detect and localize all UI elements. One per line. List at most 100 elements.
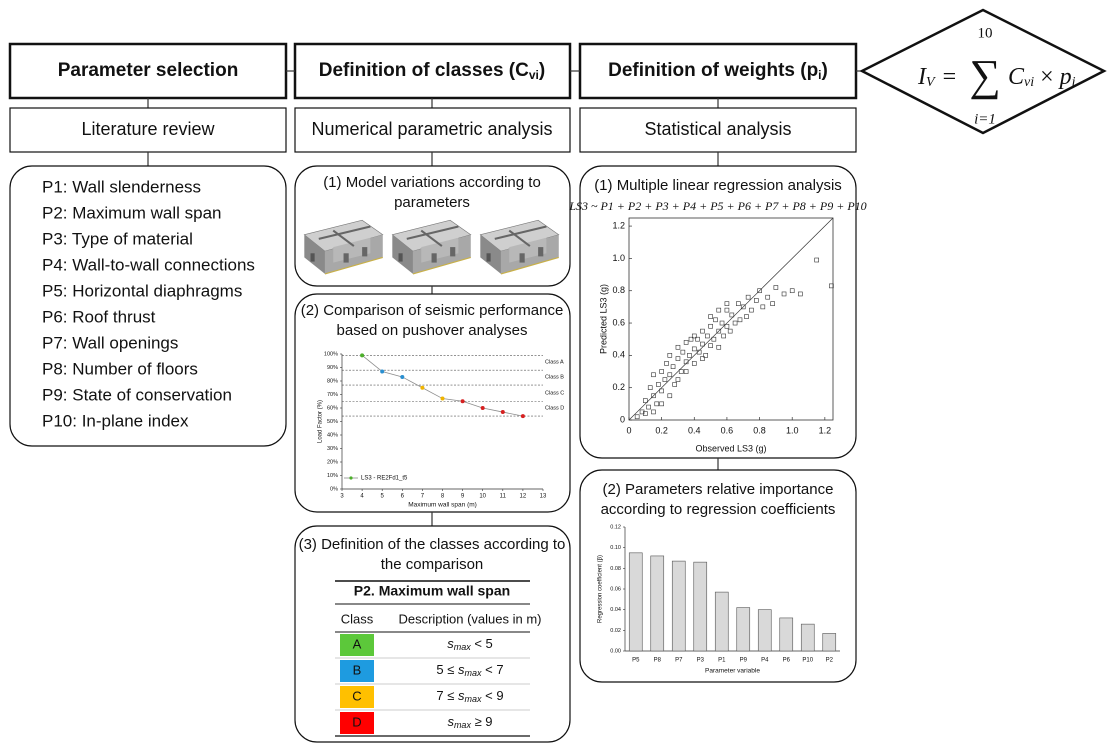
parameter-item: P4: Wall-to-wall connections (42, 255, 255, 274)
f-sub: vi (1024, 75, 1034, 90)
class-label: Class C (545, 391, 564, 397)
data-point (360, 353, 364, 357)
desc-text: < 9 (482, 688, 504, 703)
bar (801, 624, 814, 651)
y-axis-label: Load Factor (%) (318, 400, 324, 443)
legend-label: LS3 - RE2Fd1_t5 (361, 476, 408, 482)
x-tick-label: P1 (718, 658, 726, 664)
y-tick-label: 40% (327, 432, 338, 438)
y-tick-label: 0.8 (612, 285, 625, 295)
desc-text: 7 ≤ (436, 688, 458, 703)
data-point (501, 410, 505, 414)
step-title: (3) Definition of the classes according … (299, 536, 566, 553)
f-sigma: ∑ (969, 51, 1000, 100)
parameter-item: P5: Horizontal diaphragms (42, 281, 242, 300)
data-point (481, 406, 485, 410)
title-sub: vi (529, 68, 539, 82)
title-text: ) (539, 60, 545, 81)
y-tick-label: 0.12 (610, 524, 621, 530)
y-tick-label: 0.04 (610, 607, 621, 613)
x-tick-label: 13 (540, 494, 547, 500)
page: Parameter selection Definition of classe… (0, 0, 1110, 746)
y-tick-label: 0.02 (610, 628, 621, 634)
bar (694, 562, 707, 651)
parameter-item: P1: Wall slenderness (42, 177, 201, 196)
y-tick-label: 30% (327, 446, 338, 452)
data-point (420, 386, 424, 390)
y-tick-label: 10% (327, 473, 338, 479)
header-title: Definition of weights (pi) (608, 60, 828, 82)
parameter-item: P2: Maximum wall span (42, 203, 222, 222)
x-tick-label: P4 (761, 658, 769, 664)
x-tick-label: 0 (626, 425, 631, 435)
parameter-item: P3: Type of material (42, 229, 193, 248)
y-tick-label: 0.2 (612, 382, 625, 392)
f-eq: = (943, 64, 957, 90)
step-title: based on pushover analyses (337, 322, 528, 339)
x-tick-label: 12 (520, 494, 527, 500)
desc-sub: max (465, 668, 483, 678)
step-title: the comparison (381, 556, 484, 573)
bar (651, 556, 664, 651)
bar (715, 592, 728, 651)
parameter-item: P10: In-plane index (42, 411, 189, 430)
x-tick-label: P9 (740, 658, 748, 664)
method-label: Literature review (81, 119, 215, 139)
y-tick-label: 0.00 (610, 648, 621, 654)
desc-sub: max (454, 720, 472, 730)
y-tick-label: 50% (327, 419, 338, 425)
x-tick-label: 0.2 (655, 425, 668, 435)
y-tick-label: 1.0 (612, 253, 625, 263)
f-times: × (1034, 64, 1060, 90)
step-title: (2) Parameters relative importance (603, 481, 834, 498)
header-title: Definition of classes (Cvi) (319, 60, 545, 82)
x-tick-label: P10 (802, 658, 813, 664)
x-tick-label: 0.8 (753, 425, 766, 435)
x-tick-label: 0.6 (721, 425, 734, 435)
x-tick-label: P7 (675, 658, 683, 664)
step-title: (1) Model variations according to (323, 174, 541, 191)
f-sub: V (926, 75, 936, 90)
step-title: (2) Comparison of seismic performance (301, 302, 564, 319)
y-tick-label: 0% (330, 486, 338, 492)
bar (823, 633, 836, 651)
desc-text: < 5 (471, 636, 493, 651)
bar (780, 618, 793, 651)
x-tick-label: P3 (697, 658, 705, 664)
y-tick-label: 0.08 (610, 566, 621, 572)
parameter-item: P6: Roof thrust (42, 307, 156, 326)
y-tick-label: 60% (327, 405, 338, 411)
parameter-item: P9: State of conservation (42, 385, 232, 404)
x-tick-label: 1.0 (786, 425, 799, 435)
x-tick-label: 0.4 (688, 425, 701, 435)
title-text: ) (822, 60, 828, 81)
x-axis-label: Maximum wall span (m) (408, 502, 477, 509)
class-label: Class A (545, 360, 564, 366)
y-tick-label: 100% (324, 351, 338, 357)
header-title: Parameter selection (58, 60, 239, 81)
desc-sub: max (465, 694, 483, 704)
y-tick-label: 0.4 (612, 350, 625, 360)
y-tick-label: 70% (327, 392, 338, 398)
data-point (380, 370, 384, 374)
formula-rhs: Cvi × pi (1008, 64, 1076, 91)
step-title: (1) Multiple linear regression analysis (594, 177, 842, 194)
bar (672, 561, 685, 651)
y-tick-label: 0.10 (610, 545, 621, 551)
data-point (461, 399, 465, 403)
y-tick-label: 90% (327, 365, 338, 371)
x-tick-label: P8 (654, 658, 662, 664)
x-tick-label: 1.2 (819, 425, 832, 435)
class-letter: B (353, 662, 362, 677)
parameter-item: P7: Wall openings (42, 333, 178, 352)
bar (629, 553, 642, 651)
y-tick-label: 1.2 (612, 220, 625, 230)
title-text: Definition of weights (p (608, 60, 818, 81)
method-label: Statistical analysis (644, 119, 791, 139)
f-upper: 10 (978, 25, 993, 41)
f-sub: i (1072, 75, 1076, 90)
method-label: Numerical parametric analysis (311, 119, 552, 139)
f-var: p (1058, 64, 1072, 90)
model-formula: LS3 ~ P1 + P2 + P3 + P4 + P5 + P6 + P7 +… (568, 199, 866, 213)
title-text: Definition of classes (C (319, 60, 529, 81)
